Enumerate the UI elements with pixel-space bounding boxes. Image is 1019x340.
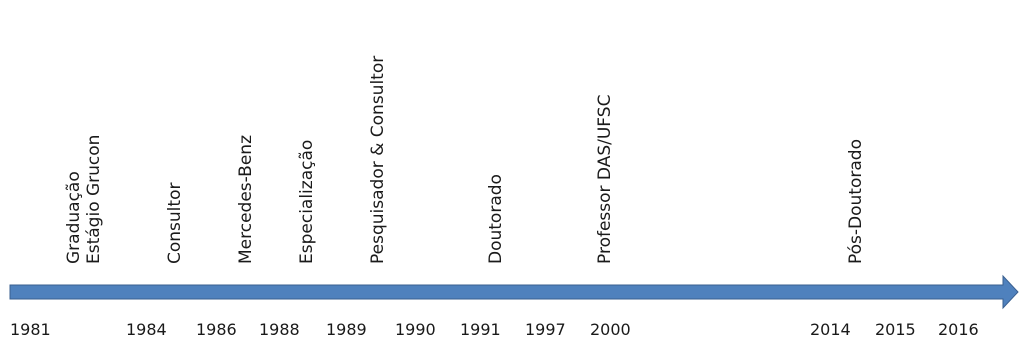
year-1991: 1991	[460, 320, 501, 339]
year-2000: 2000	[590, 320, 631, 339]
event-pos-doutorado: Pós-Doutorado	[846, 139, 866, 264]
year-1986: 1986	[196, 320, 237, 339]
year-1990: 1990	[395, 320, 436, 339]
event-professor-das-ufsc: Professor DAS/UFSC	[595, 94, 615, 264]
year-1988: 1988	[259, 320, 300, 339]
event-consultor: Consultor	[165, 182, 185, 264]
year-1997: 1997	[525, 320, 566, 339]
year-2014: 2014	[810, 320, 851, 339]
year-1981: 1981	[10, 320, 51, 339]
year-1984: 1984	[126, 320, 167, 339]
year-1989: 1989	[326, 320, 367, 339]
event-doutorado: Doutorado	[486, 174, 506, 264]
timeline-arrow	[9, 274, 1019, 310]
year-2016: 2016	[938, 320, 979, 339]
event-mercedes-benz: Mercedes-Benz	[236, 134, 256, 264]
event-graduacao: Graduação	[64, 171, 84, 264]
year-2015: 2015	[875, 320, 916, 339]
event-estagio-grucon: Estágio Grucon	[84, 134, 104, 264]
timeline-arrow-shape	[9, 274, 1019, 310]
event-pesquisador-consultor: Pesquisador & Consultor	[368, 55, 388, 264]
event-especializacao: Especialização	[297, 139, 317, 264]
